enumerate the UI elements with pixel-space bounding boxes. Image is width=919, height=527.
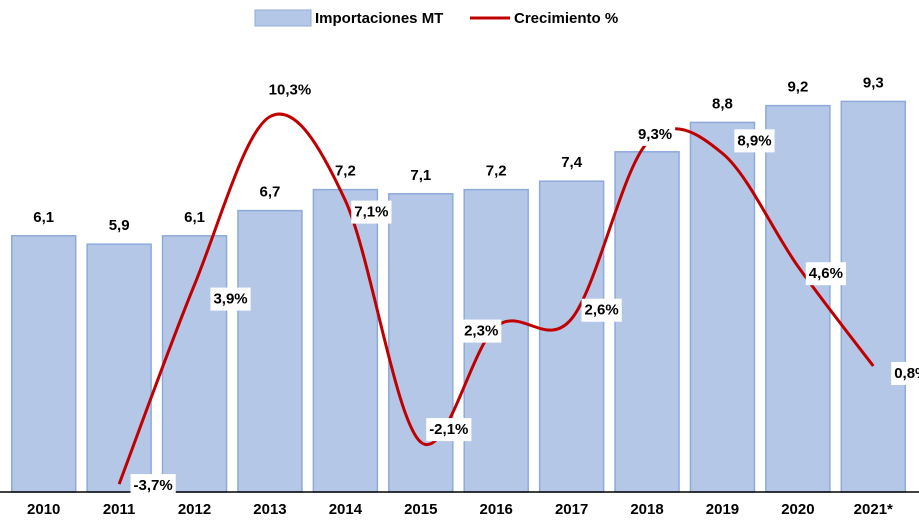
x-tick-label: 2020 [781,501,814,518]
bar-value-label: 9,2 [787,79,808,96]
bar [614,151,680,493]
bar [161,235,228,493]
bar-value-label: 8,8 [712,95,733,112]
line-value-label-group: 10,3% [265,78,315,102]
line-value-label-group: 4,6% [805,262,846,286]
x-tick-label: 2019 [706,501,739,518]
line-value-label-group: 2,3% [461,319,502,343]
label-background [461,319,502,343]
x-tick-label: 2021* [854,501,893,518]
line-value-label: 2,3% [464,323,498,340]
x-tick-label: 2015 [404,501,437,518]
line-value-label-group: 7,1% [351,200,392,224]
label-background [210,287,251,311]
bar [86,243,152,493]
line-value-label-group: -2,1% [426,418,472,442]
bar-value-label: 7,2 [335,163,356,180]
bar-value-label: 6,1 [184,209,205,226]
legend-label: Importaciones MT [315,10,443,27]
x-tick-label: 2012 [178,501,211,518]
label-background [734,129,775,153]
x-tick-label: 2011 [103,501,136,518]
label-background [581,298,622,322]
bar-value-label: 5,9 [109,217,130,234]
bar [765,104,831,493]
x-tick-label: 2010 [27,501,60,518]
line-value-label: 0,8% [894,365,919,382]
label-background [426,418,472,442]
label-background [891,361,919,385]
line-value-label-group: -3,7% [130,474,176,498]
line-value-label: -2,1% [429,421,468,438]
line-value-label: 2,6% [585,302,619,319]
x-tick-label: 2018 [630,501,663,518]
bar-value-label: 7,2 [486,163,507,180]
line-value-label: -3,7% [134,477,173,494]
line-value-label-group: 8,9% [734,129,775,153]
label-background [634,122,676,146]
line-value-label: 8,9% [737,132,771,149]
bar [237,209,303,493]
line-value-label: 3,9% [213,291,247,308]
growth-line [117,112,875,485]
bar-value-label: 7,4 [561,154,583,171]
bar-value-label: 6,7 [260,184,281,201]
x-tick-label: 2014 [329,501,363,518]
bar-value-label: 6,1 [33,209,54,226]
bar-value-label: 7,1 [410,167,431,184]
x-tick-label: 2016 [480,501,513,518]
bar [10,235,77,493]
bar-value-label: 9,3 [863,74,884,91]
bar [538,180,605,493]
label-background [265,78,315,102]
bar [388,193,454,493]
legend-label: Crecimiento % [514,10,618,27]
line-value-label: 4,6% [809,265,843,282]
label-background [130,474,176,498]
legend-swatch [254,9,312,27]
label-background [805,262,846,286]
line-value-label: 9,3% [638,126,672,143]
line-value-label-group: 0,8% [891,361,919,385]
line-value-label-group: 2,6% [581,298,622,322]
x-tick-label: 2017 [555,501,588,518]
bar [312,188,379,493]
line-value-label-group: 3,9% [210,287,251,311]
x-tick-label: 2013 [253,501,286,518]
label-background [351,200,392,224]
bar [840,100,907,493]
line-value-label: 10,3% [269,82,312,99]
line-value-label-group: 9,3% [634,122,676,146]
line-value-label: 7,1% [354,204,388,221]
